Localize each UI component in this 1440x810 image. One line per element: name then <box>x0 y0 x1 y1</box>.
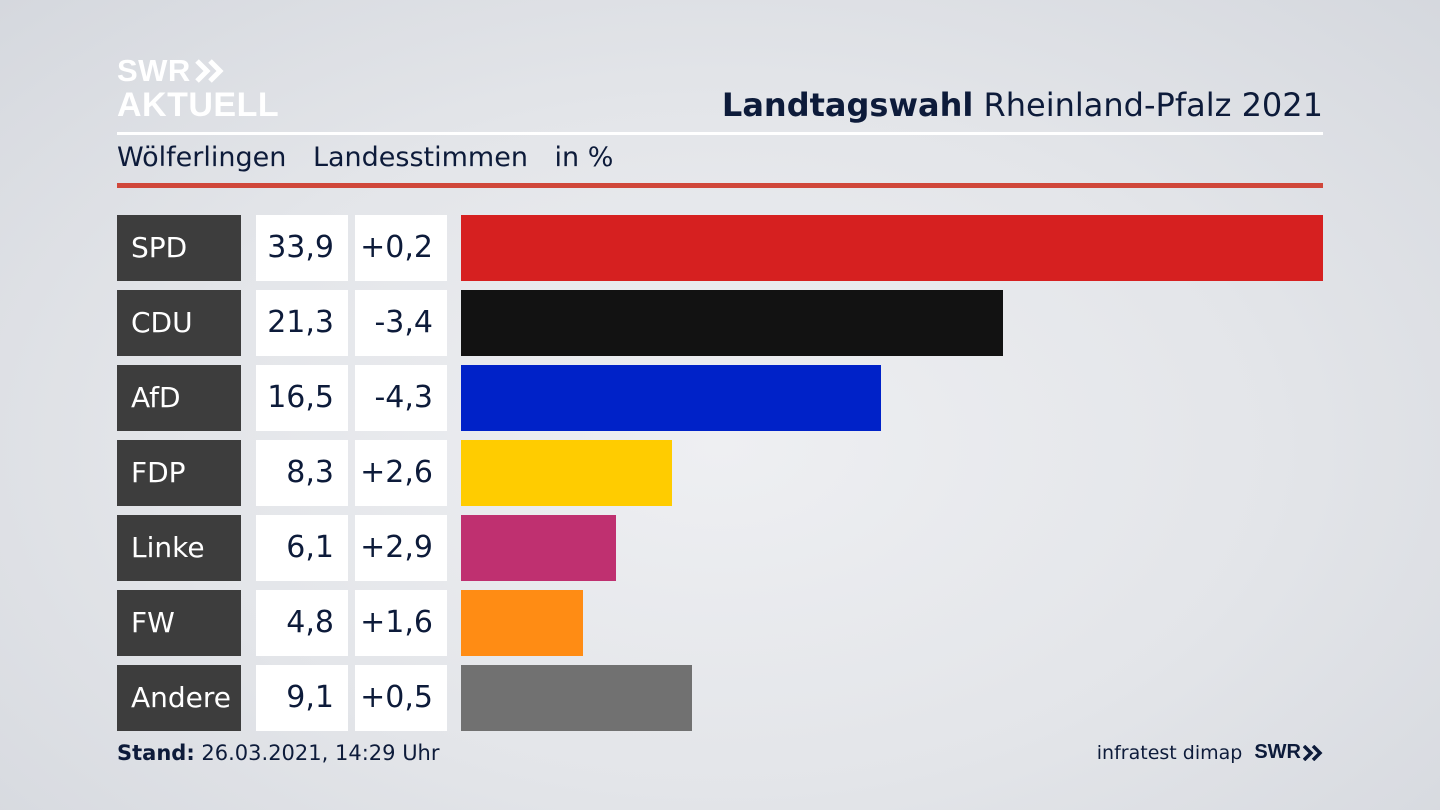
party-label: FW <box>117 590 241 656</box>
party-label: AfD <box>117 365 241 431</box>
result-row: AfD 16,5 -4,3 <box>117 365 1323 431</box>
double-chevron-icon <box>1303 744 1323 761</box>
logo-swr-text: SWR <box>117 53 191 88</box>
result-row: FW 4,8 +1,6 <box>117 590 1323 656</box>
result-row: SPD 33,9 +0,2 <box>117 215 1323 281</box>
title-divider <box>117 132 1323 135</box>
vote-type: Landesstimmen <box>312 142 528 173</box>
change-label: +0,5 <box>355 665 447 731</box>
swr-footer-logo: SWR <box>1254 741 1323 764</box>
party-label: Andere <box>117 665 241 731</box>
change-label: -3,4 <box>355 290 447 356</box>
result-row: FDP 8,3 +2,6 <box>117 440 1323 506</box>
bar-andere <box>461 665 692 731</box>
footer-swr-text: SWR <box>1254 741 1301 763</box>
bar-spd <box>461 215 1323 281</box>
party-label: Linke <box>117 515 241 581</box>
change-label: +1,6 <box>355 590 447 656</box>
unit-label: in % <box>554 142 614 173</box>
place-name: Wölferlingen <box>117 142 287 173</box>
source-credit: infratest dimap SWR <box>1097 741 1323 764</box>
bar-fw <box>461 590 583 656</box>
party-label: SPD <box>117 215 241 281</box>
vote-share-label: 16,5 <box>256 365 348 431</box>
stand-label: Stand: <box>117 741 195 765</box>
bar-cdu <box>461 290 1003 356</box>
vote-share-label: 33,9 <box>256 215 348 281</box>
vote-share-label: 9,1 <box>256 665 348 731</box>
vote-share-label: 4,8 <box>256 590 348 656</box>
result-row: Linke 6,1 +2,9 <box>117 515 1323 581</box>
double-chevron-icon <box>195 58 224 83</box>
swr-aktuell-logo: SWR AKTUELL <box>117 55 279 122</box>
party-label: CDU <box>117 290 241 356</box>
change-label: +0,2 <box>355 215 447 281</box>
stand-value: 26.03.2021, 14:29 Uhr <box>201 741 440 765</box>
bar-linke <box>461 515 616 581</box>
vote-share-label: 6,1 <box>256 515 348 581</box>
vote-share-label: 8,3 <box>256 440 348 506</box>
result-row: CDU 21,3 -3,4 <box>117 290 1323 356</box>
logo-aktuell-text: AKTUELL <box>117 86 280 124</box>
title-bold: Landtagswahl <box>721 86 974 124</box>
change-label: +2,6 <box>355 440 447 506</box>
bar-afd <box>461 365 881 431</box>
bar-fdp <box>461 440 672 506</box>
party-label: FDP <box>117 440 241 506</box>
change-label: +2,9 <box>355 515 447 581</box>
subtitle: Wölferlingen Landesstimmen in % <box>117 142 631 173</box>
title-rest: Rheinland-Pfalz 2021 <box>983 86 1323 124</box>
vote-share-label: 21,3 <box>256 290 348 356</box>
subtitle-divider <box>117 183 1323 188</box>
source-text: infratest dimap <box>1096 741 1243 764</box>
change-label: -4,3 <box>355 365 447 431</box>
result-row: Andere 9,1 +0,5 <box>117 665 1323 731</box>
timestamp: Stand: 26.03.2021, 14:29 Uhr <box>117 741 440 765</box>
chart-title: Landtagswahl Rheinland-Pfalz 2021 <box>722 86 1323 124</box>
